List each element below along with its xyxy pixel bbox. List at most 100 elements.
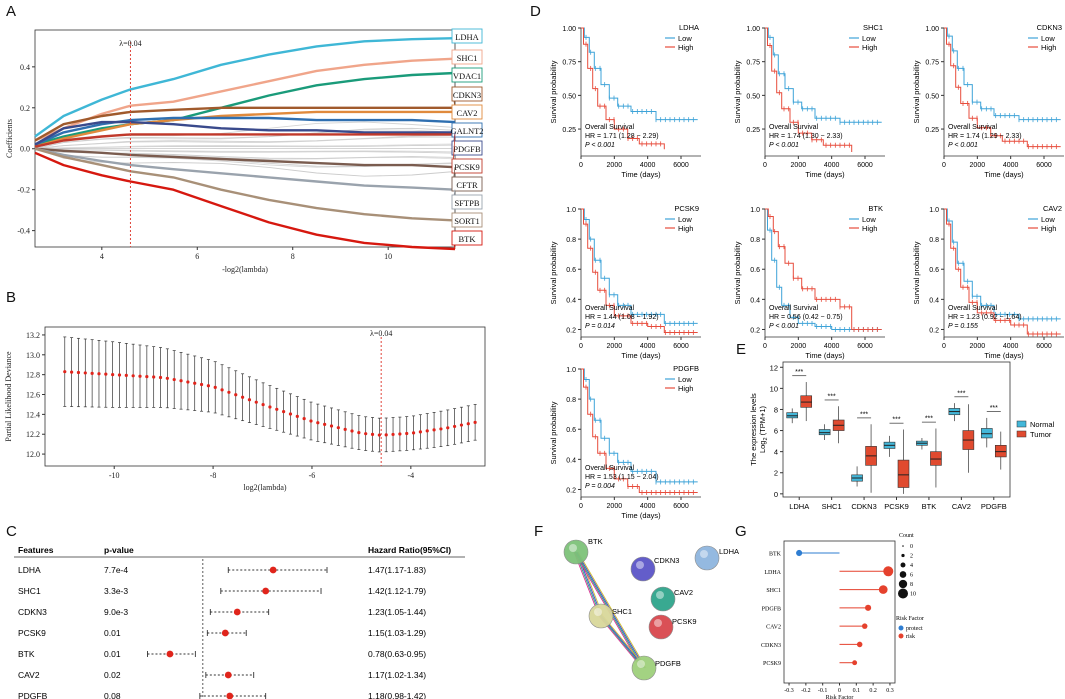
deviance-point — [288, 412, 293, 416]
stat-hr: HR = 1.71 (1.28 − 2.29) — [585, 133, 659, 140]
x-tick-label: 0 — [763, 162, 767, 169]
x-tick-label: 0 — [579, 503, 583, 510]
stat-title: Overall Survival — [948, 305, 997, 312]
y-tick-label: 1.0 — [566, 367, 576, 374]
panel-g-risk-factor-plot: BTK LDHA SHC1 PDGFB CAV2 CDKN3 PCSK9 -0.3 -0.2 -0… — [761, 533, 924, 699]
node-label: BTK — [588, 537, 603, 546]
x-tick-label: 6000 — [1036, 343, 1052, 350]
deviance-point — [446, 426, 450, 430]
deviance-point — [384, 433, 388, 437]
sig-label: *** — [892, 417, 900, 424]
sig-label: *** — [990, 405, 998, 412]
y-tick-label: 0.25 — [925, 127, 939, 134]
label-box — [451, 194, 483, 210]
label-box — [451, 176, 483, 192]
x-axis-title: Time (days) — [984, 170, 1024, 179]
deviance-point — [70, 370, 74, 374]
legend-low-label: Low — [678, 215, 692, 224]
deviance-point — [336, 426, 340, 430]
y-tick-label: 0.50 — [925, 93, 939, 100]
lollipop-point — [883, 566, 894, 577]
category-label: SHC1 — [822, 502, 842, 511]
x-tick-label: 2000 — [970, 343, 986, 350]
legend-high-label: High — [678, 43, 693, 52]
x-tick-label: 0.2 — [869, 688, 877, 694]
y-tick-label: 0 — [774, 490, 778, 499]
category-label: LDHA — [789, 502, 809, 511]
x-tick-label: -8 — [210, 471, 217, 480]
deviance-point — [282, 410, 286, 414]
legend-gene: BTK — [868, 204, 883, 213]
y-tick-label: 0.0 — [20, 145, 30, 154]
deviance-point — [425, 429, 429, 433]
legend-risk-label: risk — [906, 634, 915, 640]
stat-title: Overall Survival — [948, 124, 997, 131]
x-tick-label: 0 — [838, 688, 841, 694]
node-label: CDKN3 — [654, 556, 679, 565]
label-box — [451, 28, 483, 44]
x-tick-label: 6000 — [673, 343, 689, 350]
p-value: 7.7e-4 — [104, 565, 128, 575]
deviance-point — [432, 428, 436, 432]
y-tick-label: 0.50 — [562, 93, 576, 100]
y-tick-label: 0.25 — [746, 127, 760, 134]
deviance-point — [398, 432, 402, 436]
coef-line-pdgfb — [34, 120, 455, 146]
legend-count-label: 8 — [910, 582, 913, 588]
coef-label-shc1: SHC1 — [457, 53, 478, 63]
box-tumor — [800, 395, 813, 408]
legend-high-label: High — [862, 224, 877, 233]
panel-letter-f: F — [534, 523, 543, 540]
coef-label-sort1: SORT1 — [454, 216, 479, 226]
category-label: PCSK9 — [884, 502, 909, 511]
x-tick-label: 2000 — [791, 343, 807, 350]
deviance-point — [240, 395, 245, 399]
node-circle — [588, 603, 614, 629]
node-highlight — [656, 591, 664, 599]
y-tick-label: -0.4 — [17, 227, 30, 236]
network-node-shc1: SHC1 — [588, 603, 632, 629]
panel-letter-g: G — [735, 523, 747, 540]
node-label: CAV2 — [674, 588, 693, 597]
legend-count-dot — [901, 553, 905, 558]
deviance-point — [220, 388, 224, 392]
x-axis-title: Time (days) — [621, 170, 661, 179]
deviance-point — [254, 400, 258, 404]
node-label: LDHA — [719, 547, 739, 556]
legend-high-label: High — [862, 43, 877, 52]
x-axis-title: Time (days) — [984, 351, 1024, 360]
x-tick-label: 6000 — [673, 162, 689, 169]
deviance-point — [206, 384, 210, 388]
deviance-point — [83, 371, 87, 375]
x-tick-label: 0 — [579, 343, 583, 350]
coef-label-galnt2: GALNT2 — [450, 126, 483, 136]
km-plot-btk: 0 2000 4000 6000 0.2 0.4 0.6 0.8 1.0 Time (days) S… — [733, 204, 885, 360]
legend-gene: PCSK9 — [674, 204, 699, 213]
deviance-point — [370, 432, 375, 436]
y-tick-label: 12.4 — [26, 410, 40, 419]
x-tick-label: 4000 — [640, 343, 656, 350]
label-box — [451, 49, 483, 65]
deviance-point — [309, 419, 313, 423]
deviance-point — [364, 432, 368, 436]
y-axis-title: Survival probability — [912, 241, 921, 304]
x-tick-label: 8 — [291, 252, 295, 261]
deviance-point — [377, 433, 381, 437]
legend-risk-title: Risk Factor — [896, 616, 924, 622]
legend-gene: LDHA — [679, 23, 699, 32]
km-low-curve — [581, 208, 698, 324]
km-plot-pcsk9: 0 2000 4000 6000 0.2 0.4 0.6 0.8 1.0 Time (days) S… — [549, 204, 701, 360]
deviance-point — [165, 376, 169, 380]
hr-ci-text: 1.42(1.12-1.79) — [368, 586, 426, 596]
label-box — [451, 122, 483, 138]
legend-tumor-swatch — [1016, 430, 1027, 438]
deviance-point — [411, 431, 416, 435]
legend-high-label: High — [1041, 43, 1056, 52]
feature-name: LDHA — [18, 565, 41, 575]
y-tick-label: 13.2 — [26, 331, 40, 340]
coef-label-cftr: CFTR — [456, 180, 478, 190]
legend-count-label: 4 — [910, 563, 913, 569]
lambda-label: λ=0.04 — [119, 39, 141, 48]
legend-count-label: 0 — [910, 544, 913, 550]
